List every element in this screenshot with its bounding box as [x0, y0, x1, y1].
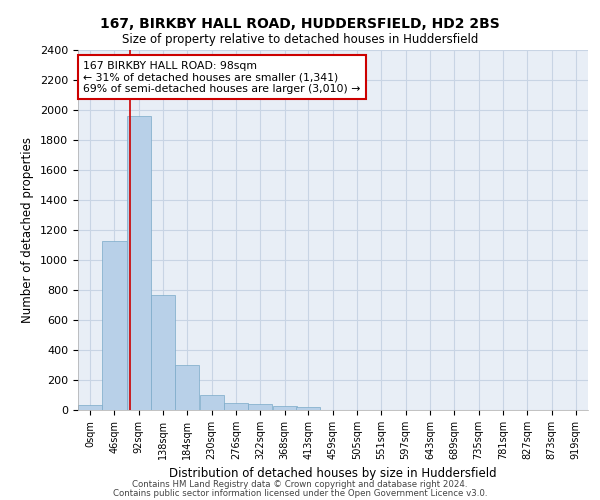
Bar [272, 406, 296, 410]
Text: 167 BIRKBY HALL ROAD: 98sqm
← 31% of detached houses are smaller (1,341)
69% of : 167 BIRKBY HALL ROAD: 98sqm ← 31% of det… [83, 61, 361, 94]
Bar [296, 407, 320, 410]
Bar [224, 403, 248, 410]
Bar [151, 294, 175, 410]
Y-axis label: Number of detached properties: Number of detached properties [22, 137, 34, 323]
Text: Contains HM Land Registry data © Crown copyright and database right 2024.: Contains HM Land Registry data © Crown c… [132, 480, 468, 489]
Text: Size of property relative to detached houses in Huddersfield: Size of property relative to detached ho… [122, 32, 478, 46]
Bar [103, 240, 127, 410]
Bar [200, 395, 224, 410]
Bar [175, 365, 199, 410]
Text: Contains public sector information licensed under the Open Government Licence v3: Contains public sector information licen… [113, 488, 487, 498]
Bar [127, 116, 151, 410]
Bar [78, 405, 102, 410]
Text: 167, BIRKBY HALL ROAD, HUDDERSFIELD, HD2 2BS: 167, BIRKBY HALL ROAD, HUDDERSFIELD, HD2… [100, 18, 500, 32]
X-axis label: Distribution of detached houses by size in Huddersfield: Distribution of detached houses by size … [169, 468, 497, 480]
Bar [248, 404, 272, 410]
